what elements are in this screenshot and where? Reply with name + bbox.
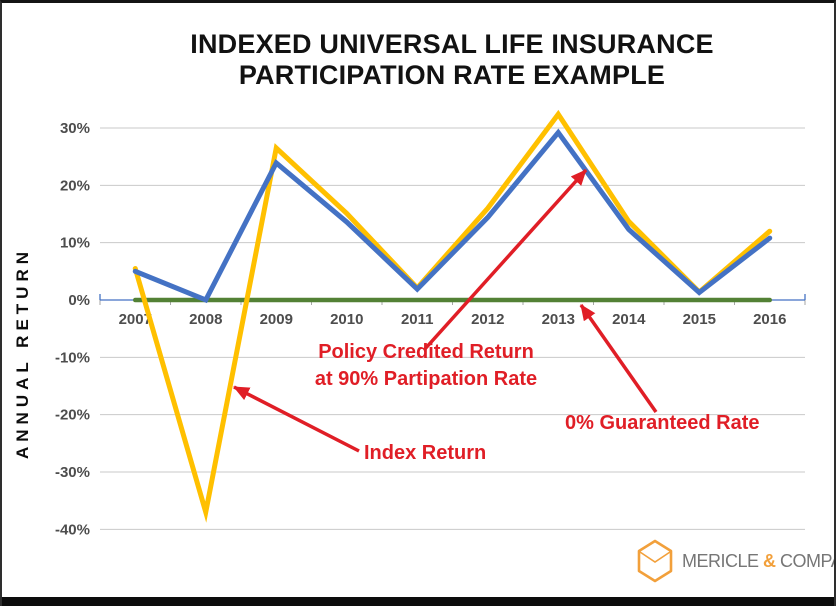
annotation-policy-line1: Policy Credited Return [318,341,534,363]
y-tick-label: 30% [60,120,90,137]
annotation-index-return: Index Return [364,442,487,464]
x-tick-label: 2011 [401,311,434,328]
y-tick-label: -10% [55,349,90,366]
chart-title-line1: INDEXED UNIVERSAL LIFE INSURANCE [190,29,714,59]
arrow-policy-credited [422,168,588,352]
x-tick-label: 2015 [683,311,716,328]
x-tick-label: 2014 [612,311,646,328]
arrow-guaranteed-rate [579,303,658,414]
logo-hexagon-box-icon [637,539,673,583]
x-tick-label: 2007 [119,311,152,328]
logo-text: MERICLE & COMPANY [682,550,834,572]
bottom-border-bar [2,597,834,606]
y-tick-label: 10% [60,235,90,252]
x-tick-label: 2012 [471,311,504,328]
logo-word1: MERICLE [682,550,759,571]
x-tick-label: 2016 [753,311,786,328]
logo-ampersand: & [763,550,776,571]
y-tick-label: -30% [55,464,90,481]
chart-title: INDEXED UNIVERSAL LIFE INSURANCE PARTICI… [67,29,834,91]
annotation-policy-line2: at 90% Partipation Rate [314,368,538,390]
x-tick-label: 2009 [260,311,293,328]
chart-plot-area: 30% 20% 10% 0% -10% -20% -30% -40% 2007 2008 2009 2… [55,109,806,538]
annotation-policy-credited-return: Policy Credited Return at 90% Partipatio… [276,339,576,393]
x-tick-label: 2008 [189,311,222,328]
chart-title-line2: PARTICIPATION RATE EXAMPLE [238,60,666,90]
x-tick-label: 2013 [542,311,575,328]
annotation-guaranteed-rate: 0% Guaranteed Rate [565,412,760,434]
credited-return-line [132,128,773,304]
company-logo: MERICLE & COMPANY [635,539,834,583]
y-tick-label: -40% [55,521,90,538]
arrow-index-return [233,385,360,453]
y-tick-label: 20% [60,177,90,194]
x-tick-label: 2010 [330,311,363,328]
y-tick-label: -20% [55,407,90,424]
index-return-line [132,109,773,523]
y-tick-label: 0% [68,292,90,309]
logo-word2: COMPANY [780,550,834,571]
